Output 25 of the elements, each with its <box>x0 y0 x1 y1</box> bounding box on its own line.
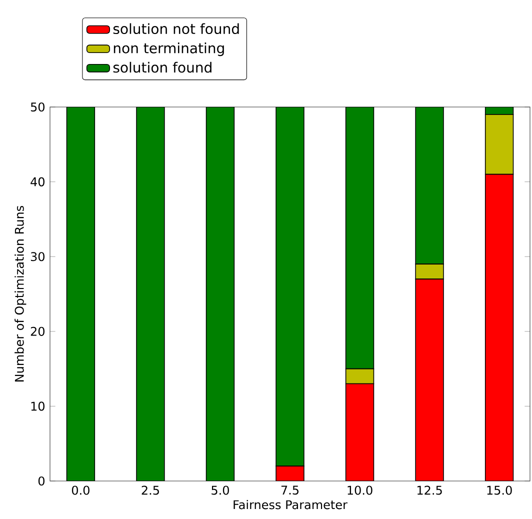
legend-label: solution found <box>113 62 212 73</box>
bar <box>276 466 304 481</box>
y-tick-label: 30 <box>30 252 44 262</box>
legend-label: non terminating <box>114 42 224 56</box>
x-tick-label: 0.0 <box>72 486 90 495</box>
bar <box>136 107 165 481</box>
y-tick-label: 10 <box>31 402 44 411</box>
legend-label: solution not found <box>113 23 239 34</box>
x-tick-label: 15.0 <box>487 486 512 495</box>
bar <box>415 278 444 481</box>
bar <box>484 174 514 481</box>
y-axis-title: Number of Optimization Runs <box>14 206 26 382</box>
x-tick-label: 10.0 <box>348 486 372 495</box>
bar <box>345 383 374 481</box>
y-tick-label: 40 <box>30 177 44 186</box>
bar <box>206 107 235 481</box>
x-tick-label: 12.5 <box>417 486 442 495</box>
x-tick-label: 5.0 <box>212 486 229 495</box>
y-tick-label: 20 <box>30 326 44 336</box>
x-tick-label: 7.5 <box>281 486 298 495</box>
y-tick-label: 0 <box>38 476 44 486</box>
x-tick-label: 2.5 <box>142 486 159 495</box>
x-axis-title: Fairness Parameter <box>234 500 348 510</box>
bar <box>66 107 96 481</box>
y-tick-label: 50 <box>30 102 44 112</box>
